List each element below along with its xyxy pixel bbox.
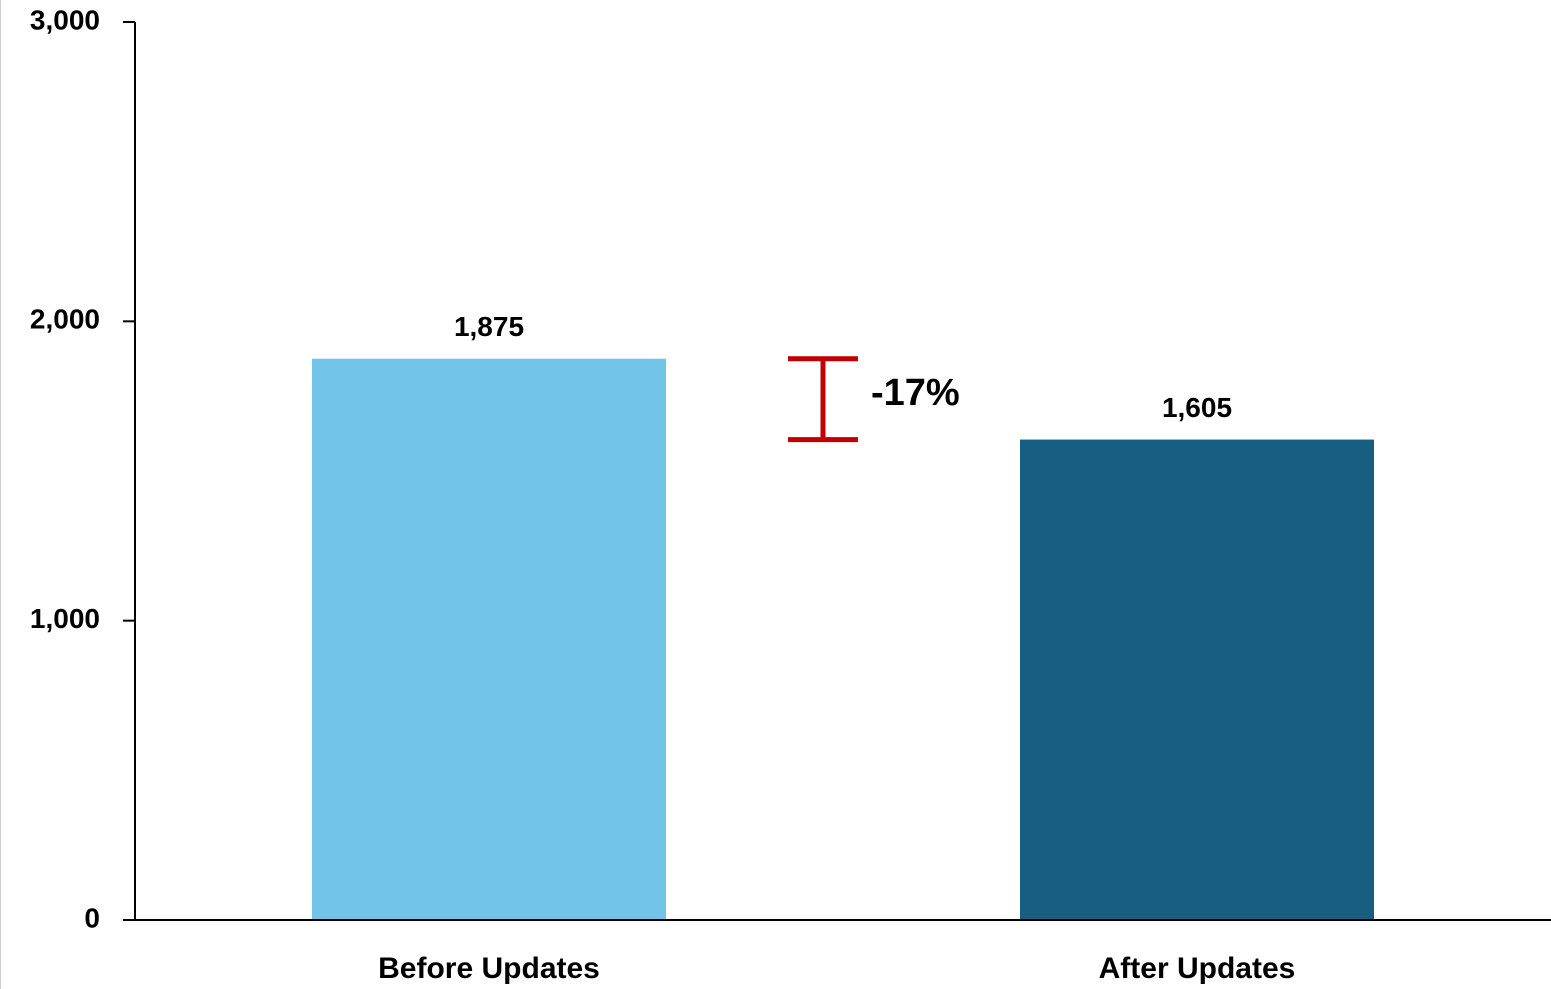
bar [1020, 439, 1374, 920]
x-tick-label: Before Updates [378, 952, 600, 985]
y-tick-label: 2,000 [30, 304, 100, 335]
change-bracket [788, 356, 858, 443]
data-label: 1,875 [454, 311, 524, 342]
bar [312, 358, 666, 920]
y-tick-label: 1,000 [30, 603, 100, 634]
data-label: 1,605 [1162, 392, 1232, 423]
x-tick-label: After Updates [1099, 952, 1296, 985]
y-tick-label: 3,000 [30, 4, 100, 35]
annotation: -17% [871, 372, 960, 414]
y-tick-label: 0 [84, 902, 100, 933]
